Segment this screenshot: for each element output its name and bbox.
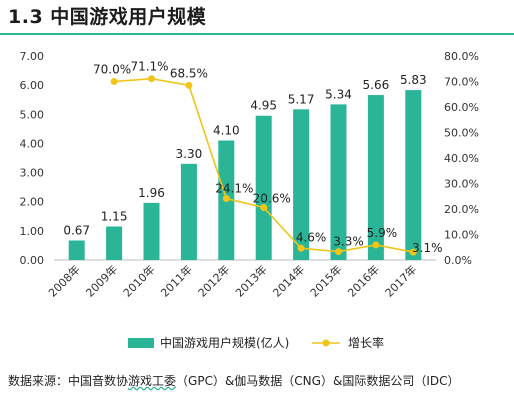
y-left-tick-label: 2.00 [20, 196, 45, 209]
bar [255, 115, 272, 260]
source-underlined: 游戏工委 [128, 374, 177, 388]
y-right-tick-label: 60.0% [444, 101, 479, 114]
section-number: 1.3 [8, 6, 44, 28]
y-left-tick-label: 1.00 [20, 225, 45, 238]
bar-value-label: 5.83 [400, 73, 427, 87]
y-right-tick-label: 80.0% [444, 50, 479, 63]
growth-rate-label: 3.3% [333, 235, 364, 249]
legend-line-marker [322, 339, 330, 347]
x-tick-label: 2013年 [232, 262, 269, 299]
growth-rate-label: 24.1% [215, 182, 253, 196]
y-right-tick-label: 10.0% [444, 229, 479, 242]
x-tick-label: 2014年 [270, 262, 307, 299]
bar [143, 202, 160, 260]
bar-value-label: 5.17 [288, 92, 315, 106]
x-tick-label: 2017年 [382, 262, 419, 299]
bar-value-label: 3.30 [176, 147, 203, 161]
bar [405, 90, 422, 260]
growth-rate-point [110, 78, 118, 85]
growth-rate-point [260, 203, 268, 211]
x-tick-label: 2008年 [45, 262, 82, 299]
x-tick-label: 2015年 [307, 262, 344, 299]
growth-rate-label: 20.6% [253, 191, 291, 205]
y-right-tick-label: 70.0% [444, 76, 479, 89]
bar-value-label: 4.10 [213, 124, 240, 138]
section-title: 中国游戏用户规模 [50, 6, 207, 28]
growth-rate-point [335, 248, 342, 256]
y-left-tick-label: 6.00 [20, 79, 45, 92]
bar [68, 240, 85, 260]
bar-value-label: 0.67 [63, 223, 90, 237]
bar [293, 109, 310, 261]
x-tick-label: 2009年 [83, 262, 120, 299]
data-source-note: 数据来源：中国音数协游戏工委（GPC）&伽马数据（CNG）&国际数据公司（IDC… [8, 372, 459, 389]
growth-rate-point [222, 195, 230, 203]
source-prefix: 数据来源：中国音数协 [8, 374, 129, 388]
growth-rate-label: 4.6% [296, 230, 327, 244]
y-left-tick-label: 5.00 [20, 108, 45, 121]
bar-value-label: 4.95 [250, 99, 277, 113]
growth-rate-point [372, 241, 380, 249]
y-left-tick-label: 4.00 [20, 137, 45, 150]
x-tick-label: 2011年 [158, 262, 195, 299]
bar-value-label: 1.15 [101, 209, 128, 223]
legend-bar-label: 中国游戏用户规模(亿人) [160, 335, 289, 350]
y-left-tick-label: 0.00 [20, 254, 45, 267]
bar-value-label: 5.34 [325, 87, 352, 101]
y-left-tick-label: 7.00 [20, 50, 45, 63]
growth-rate-label: 3.1% [412, 241, 443, 255]
growth-rate-point [409, 248, 417, 256]
y-right-tick-label: 50.0% [444, 127, 479, 140]
x-tick-label: 2012年 [195, 262, 232, 299]
source-suffix: （GPC）&伽马数据（CNG）&国际数据公司（IDC） [176, 374, 460, 388]
y-right-tick-label: 30.0% [444, 178, 479, 191]
legend-bar-swatch [128, 338, 154, 348]
x-tick-label: 2010年 [120, 262, 157, 299]
growth-rate-point [185, 81, 193, 89]
section-heading: 1.3 中国游戏用户规模 [8, 2, 206, 29]
growth-rate-point [148, 75, 155, 83]
growth-rate-label: 68.5% [170, 66, 208, 80]
growth-rate-point [297, 244, 305, 252]
x-tick-label: 2016年 [345, 262, 382, 299]
growth-rate-label: 71.1% [130, 60, 168, 74]
bar [180, 163, 197, 260]
legend-line-label: 增长率 [348, 335, 384, 350]
y-right-tick-label: 0.0% [444, 254, 472, 267]
y-left-tick-label: 3.00 [20, 167, 45, 180]
bar [106, 226, 123, 260]
bar [330, 104, 347, 261]
bar-value-label: 5.66 [363, 78, 390, 92]
growth-rate-label: 5.9% [367, 226, 398, 240]
growth-rate-label: 70.0% [93, 63, 131, 77]
y-right-tick-label: 40.0% [444, 152, 479, 165]
y-right-tick-label: 20.0% [444, 203, 479, 216]
user-scale-chart: 0.00 1.00 2.00 3.00 4.00 5.00 6.00 7.00 0.0% 10.0… [20, 50, 479, 350]
heading-underline [0, 33, 514, 35]
bar [367, 95, 384, 261]
bar-value-label: 1.96 [138, 186, 165, 200]
